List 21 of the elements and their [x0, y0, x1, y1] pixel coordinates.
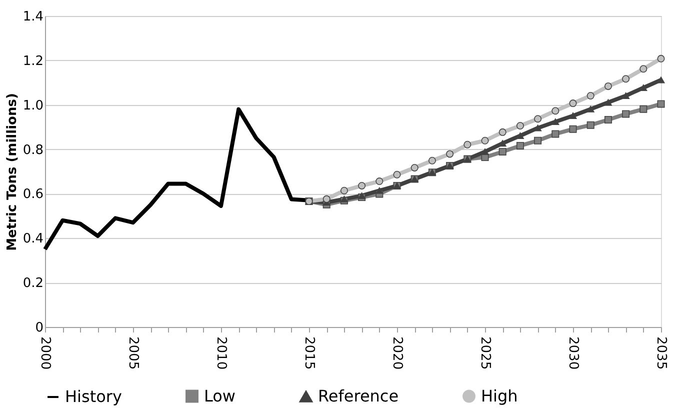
x-tick-label: 2035	[654, 336, 668, 370]
x-tick-label: 2030	[566, 336, 580, 370]
x-tick-label: 2015	[302, 336, 316, 370]
y-tick-label: 0.6	[22, 187, 44, 202]
x-tick-label: 2000	[38, 336, 52, 370]
y-tick-label: 0	[35, 320, 44, 336]
legend-label: History	[65, 387, 122, 406]
x-tick-label: 2010	[214, 336, 228, 370]
y-tick-label: 0.8	[22, 142, 44, 158]
y-tick-label: 0.4	[22, 232, 44, 247]
x-tick-label: 2025	[478, 336, 492, 370]
x-tick-label: 2005	[126, 336, 140, 370]
legend-label: High	[481, 386, 518, 406]
x-tick-label: 2020	[390, 336, 404, 370]
y-tick-label: 1.4	[22, 10, 44, 24]
y-tick-label: 1.0	[22, 98, 44, 114]
y-tick-label: 0.2	[22, 276, 44, 292]
legend-label: Low	[204, 386, 236, 406]
y-axis-title: Metric Tons (millions)	[4, 93, 20, 251]
legend-label: Reference	[318, 386, 399, 406]
y-tick-label: 1.2	[22, 54, 44, 69]
